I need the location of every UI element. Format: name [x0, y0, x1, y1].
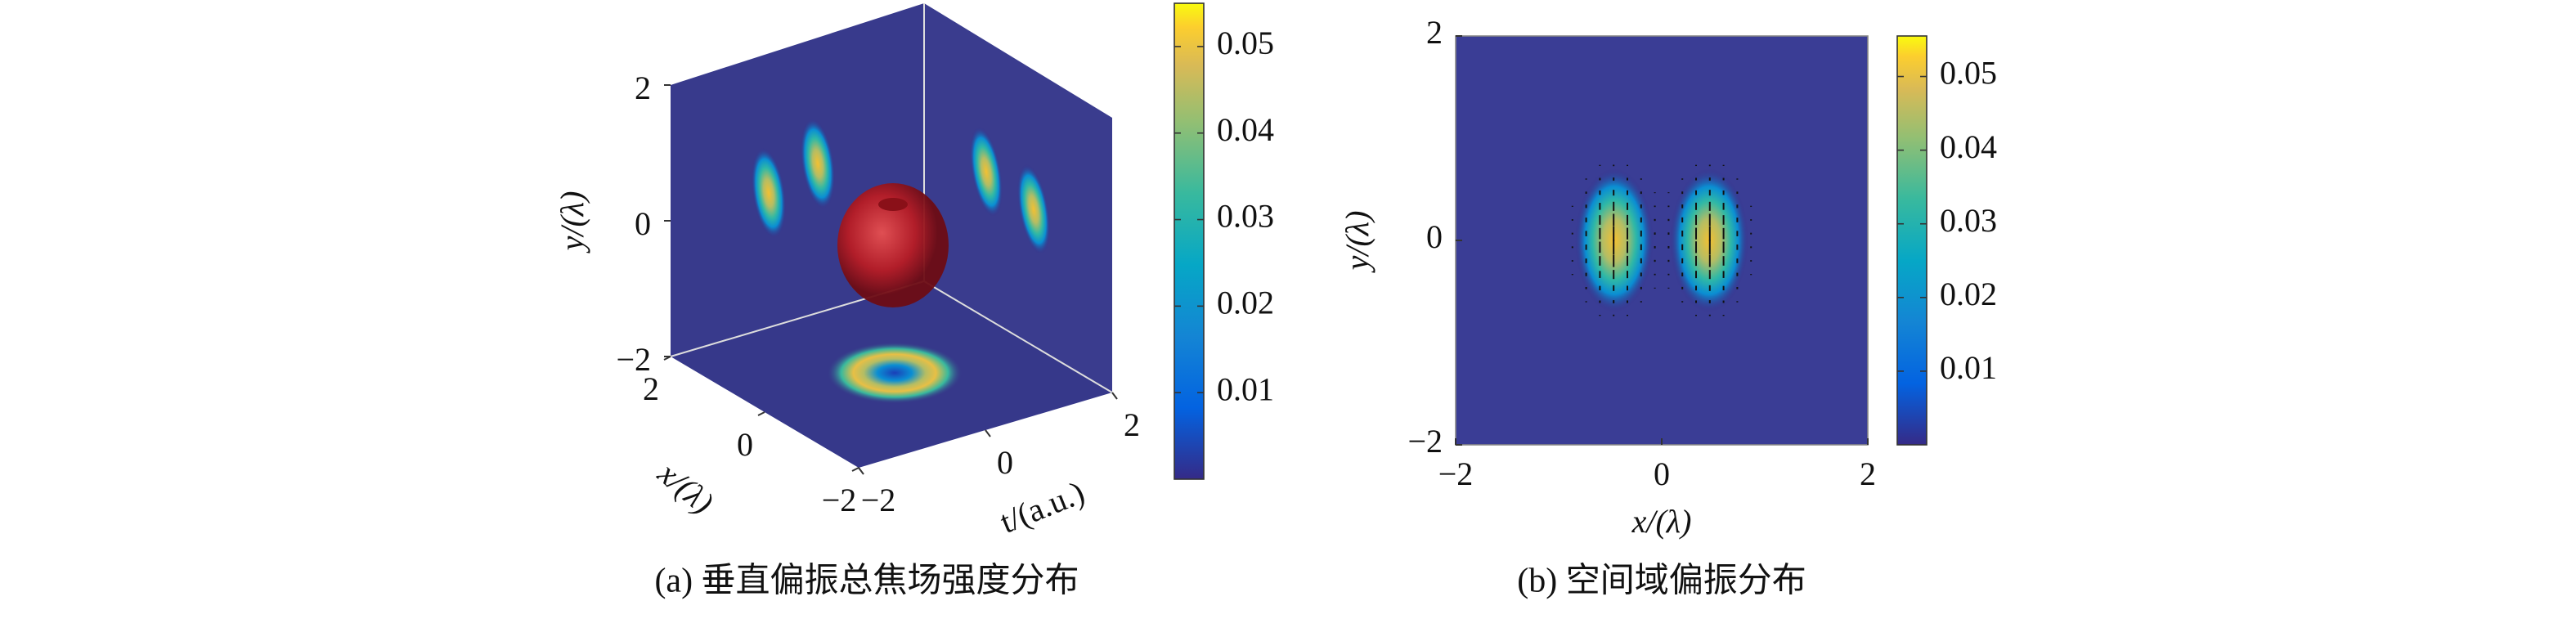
caption: (b) 空间域偏振分布 — [1517, 562, 1806, 600]
colorbar-tick-label: 0.04 — [1940, 128, 1997, 165]
x-tick-label: −2 — [822, 482, 857, 518]
x-tick — [663, 356, 671, 361]
x-axis-label: x/(λ) — [651, 454, 721, 521]
z-tick-label: 0 — [997, 444, 1013, 481]
y-tick-label: 2 — [635, 70, 651, 106]
x-tick — [757, 411, 765, 416]
isosurface-dimple — [878, 198, 908, 211]
colorbar-tick-label: 0.05 — [1217, 25, 1274, 61]
projection-lobe — [969, 126, 1003, 218]
x-axis-label: x/(λ) — [1631, 503, 1692, 540]
projection-lobe — [1016, 164, 1051, 255]
z-tick — [858, 467, 864, 475]
x-tick-label: 2 — [1860, 455, 1876, 492]
y-tick-label: 0 — [1426, 218, 1443, 255]
isosurface — [837, 183, 949, 307]
x-tick-label: 2 — [643, 370, 659, 407]
z-tick-label: −2 — [861, 482, 896, 518]
colorbar-tick-label: 0.03 — [1940, 202, 1997, 239]
y-tick-label: 0 — [635, 205, 651, 242]
projection-lobe — [800, 118, 836, 209]
projection-lobe — [751, 147, 787, 239]
colorbar-tick-label: 0.03 — [1217, 198, 1274, 235]
heatmap-background — [1456, 36, 1868, 445]
x-tick-label: 0 — [1654, 455, 1670, 492]
colorbar-tick-label: 0.01 — [1940, 349, 1997, 386]
y-axis-label: y/(λ) — [1339, 211, 1376, 274]
colorbar — [1896, 35, 1928, 446]
cube-edge — [923, 280, 1113, 393]
heatmap — [1571, 164, 1752, 316]
y-tick-label: 2 — [1426, 14, 1443, 51]
y-axis-label: y/(λ) — [554, 191, 590, 254]
z-tick — [985, 429, 991, 437]
projection-ring — [826, 342, 963, 404]
colorbar-tick-label: 0.01 — [1217, 370, 1274, 407]
colorbar-tick-label: 0.04 — [1217, 111, 1274, 148]
z-tick — [1111, 392, 1118, 400]
z-tick-label: 2 — [1124, 406, 1140, 443]
colorbar-tick-label: 0.05 — [1940, 55, 1997, 92]
colorbar-tick-label: 0.02 — [1217, 285, 1274, 321]
caption: (a) 垂直偏振总焦场强度分布 — [654, 563, 1079, 600]
z-axis-label: t/(a.u.) — [995, 473, 1090, 541]
x-tick-label: −2 — [1438, 455, 1474, 492]
colorbar-tick-label: 0.02 — [1940, 276, 1997, 312]
colorbar — [1174, 2, 1205, 480]
y-tick-label: −2 — [616, 341, 651, 378]
x-tick-label: 0 — [737, 426, 753, 463]
y-tick-label: −2 — [1407, 423, 1443, 460]
x-tick — [851, 467, 859, 472]
